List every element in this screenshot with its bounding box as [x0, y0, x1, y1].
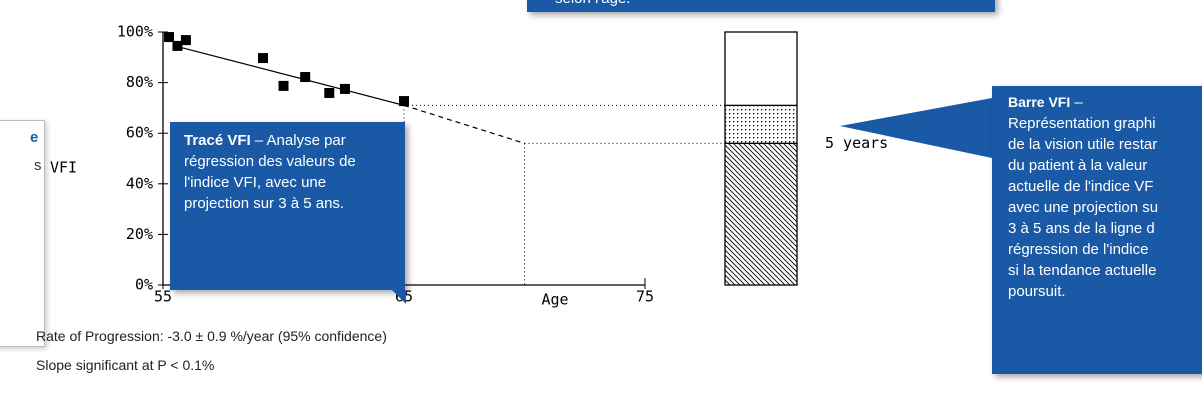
y-axis-label: VFI: [50, 159, 77, 177]
callout-line: actuelle de l'indice VF: [1008, 178, 1154, 195]
callout-line: avec une projection su: [1008, 199, 1159, 216]
data-point: [180, 35, 191, 46]
projection-label: 5 years: [825, 134, 888, 152]
data-point: [172, 40, 183, 51]
callout-left-line: e: [30, 129, 39, 146]
note: Rate of Progression: -3.0 ± 0.9 %/year (…: [36, 328, 387, 344]
callout-line: régression de l'indice: [1008, 241, 1149, 258]
data-point: [324, 87, 335, 98]
y-tick-label: 60%: [126, 124, 153, 142]
callout-top: selon l'âge.: [527, 0, 995, 12]
y-tick-label: 40%: [126, 174, 153, 192]
callout-line: si la tendance actuelle: [1008, 262, 1157, 279]
data-point: [258, 53, 269, 64]
y-tick-label: 100%: [117, 23, 153, 41]
callout-pointer: [840, 98, 992, 158]
note: Slope significant at P < 0.1%: [36, 357, 215, 373]
y-tick-label: 20%: [126, 225, 153, 243]
callout-dash: –: [1074, 94, 1083, 111]
vfi-bar-segment: [724, 31, 798, 107]
data-point: [339, 83, 350, 94]
callout-line: 3 à 5 ans de la ligne d: [1008, 220, 1155, 237]
callout-line: du patient à la valeur: [1008, 157, 1148, 174]
callout-title: Tracé VFI: [184, 132, 251, 149]
x-tick-label: 55: [154, 288, 172, 306]
callout-body: Représentation graphi de la vision utile …: [1008, 113, 1202, 302]
vfi-bar-segment: [724, 104, 798, 144]
callout-title: Barre VFI: [1008, 94, 1071, 110]
callout-trace: Tracé VFI – Analyse par régression des v…: [170, 122, 406, 304]
data-point: [399, 96, 409, 107]
x-axis-label: Age: [541, 291, 568, 309]
callout-bar: Barre VFI – Représentation graphi de la v…: [992, 86, 1202, 374]
y-tick-label: 0%: [135, 276, 153, 294]
y-tick-label: 80%: [126, 73, 153, 91]
callout-pointer: [392, 290, 406, 304]
projection-line: [403, 104, 525, 144]
vfi-bar-segment: [724, 142, 798, 286]
callout-body: – Analyse par régression des valeurs de …: [184, 132, 356, 212]
callout-line: de la vision utile restar: [1008, 136, 1158, 153]
callout-line: Représentation graphi: [1008, 115, 1156, 132]
data-point: [300, 72, 311, 83]
data-point: [164, 32, 175, 43]
trend-line: [174, 45, 405, 106]
callout-left-line: s: [34, 157, 42, 174]
x-tick-label: 75: [636, 288, 654, 306]
callout-line: poursuit.: [1008, 283, 1066, 300]
data-point: [278, 80, 289, 91]
callout-left: e s: [0, 120, 45, 347]
